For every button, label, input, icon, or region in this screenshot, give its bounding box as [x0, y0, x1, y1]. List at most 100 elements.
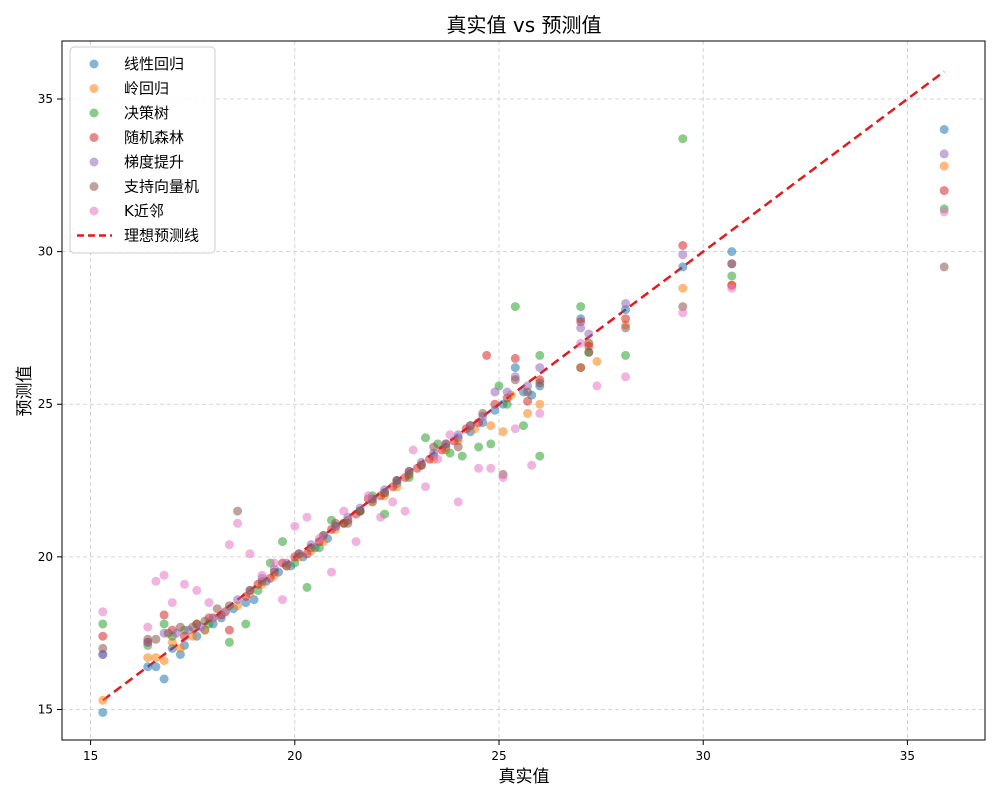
data-point [404, 466, 414, 476]
data-point [510, 363, 520, 373]
data-point [233, 518, 243, 528]
data-point [233, 506, 243, 516]
data-point [486, 439, 496, 449]
y-tick-label: 20 [38, 550, 53, 564]
legend-marker [89, 157, 99, 167]
series-7 [98, 207, 949, 632]
y-axis-label: 预测值 [15, 366, 35, 417]
y-axis-ticks: 15 20 25 30 35 [38, 92, 62, 716]
data-point [408, 445, 418, 455]
data-point [98, 643, 108, 653]
points-layer [98, 125, 949, 717]
data-point [282, 561, 292, 571]
data-point [523, 387, 533, 397]
data-point [241, 619, 251, 629]
x-tick-label: 35 [900, 749, 915, 763]
data-point [502, 387, 512, 397]
data-point [429, 442, 439, 452]
data-point [510, 302, 520, 312]
data-point [192, 585, 202, 595]
data-point [294, 549, 304, 559]
data-point [363, 491, 373, 501]
data-point [939, 207, 949, 217]
data-point [224, 637, 234, 647]
data-point [159, 674, 169, 684]
data-point [245, 585, 255, 595]
data-point [478, 408, 488, 418]
legend-marker [89, 108, 99, 118]
data-point [421, 482, 430, 492]
data-point [535, 363, 545, 373]
x-tick-label: 30 [696, 749, 711, 763]
legend-marker [89, 133, 99, 142]
legend-label: 支持向量机 [124, 178, 199, 196]
legend-marker [89, 84, 99, 93]
data-point [98, 631, 108, 641]
legend-label: 随机森林 [124, 129, 184, 147]
data-point [159, 656, 169, 666]
data-point [143, 634, 153, 644]
data-point [939, 262, 949, 272]
data-point [278, 595, 287, 605]
data-point [486, 421, 496, 431]
legend-label: 岭回归 [124, 80, 169, 98]
data-point [939, 186, 949, 196]
plot-frame [61, 40, 986, 741]
legend-label: K近邻 [124, 202, 164, 220]
data-point [939, 161, 949, 171]
data-point [678, 241, 688, 250]
data-point [621, 314, 631, 324]
data-point [433, 454, 443, 464]
legend-box [69, 46, 216, 254]
data-point [535, 408, 545, 418]
data-point [159, 610, 169, 620]
data-point [224, 540, 234, 550]
data-point [535, 378, 545, 388]
data-point [678, 308, 688, 318]
data-point [204, 598, 214, 608]
x-axis-ticks: 15 20 25 30 35 [83, 740, 915, 763]
data-point [269, 558, 279, 568]
data-point [416, 460, 426, 470]
data-point [523, 408, 533, 418]
data-point [343, 518, 353, 528]
data-point [523, 396, 533, 406]
data-point [621, 372, 631, 382]
y-tick-label: 25 [38, 397, 53, 411]
data-point [376, 512, 386, 522]
data-point [400, 506, 410, 516]
data-point [621, 323, 631, 333]
data-point [678, 250, 688, 260]
data-point [678, 262, 688, 272]
data-point [576, 302, 586, 312]
data-point [453, 497, 463, 507]
data-point [327, 567, 336, 577]
legend-marker [89, 182, 99, 191]
data-point [159, 619, 169, 629]
data-point [465, 421, 475, 431]
data-point [474, 442, 484, 452]
data-point [98, 607, 108, 617]
data-point [224, 625, 234, 635]
data-point [208, 613, 218, 623]
data-point [314, 534, 324, 543]
data-point [727, 259, 737, 269]
data-point [175, 622, 185, 632]
data-point [339, 506, 349, 516]
data-point [678, 134, 688, 144]
data-point [167, 598, 177, 608]
data-point [151, 662, 161, 672]
data-point [302, 512, 312, 522]
x-tick-label: 15 [83, 749, 98, 763]
data-point [257, 570, 267, 580]
data-point [584, 329, 594, 339]
legend-label: 理想预测线 [124, 227, 199, 245]
data-point [278, 537, 287, 547]
data-point [592, 357, 602, 366]
data-point [482, 350, 492, 360]
data-point [535, 399, 545, 409]
data-point [421, 433, 430, 443]
data-point [269, 567, 279, 577]
